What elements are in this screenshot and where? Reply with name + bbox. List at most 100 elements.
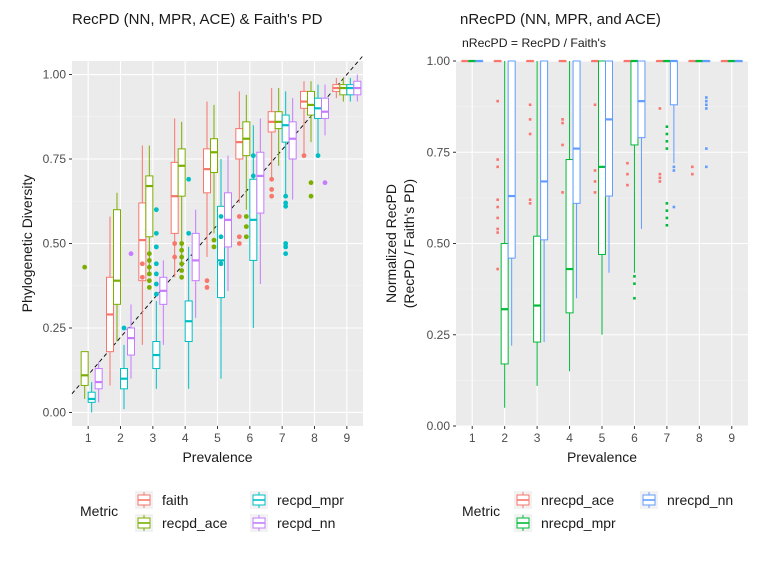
outlier-point [528, 198, 532, 201]
y-tick-label: 0.50 [43, 237, 67, 251]
outlier-point [528, 103, 532, 107]
box-iqr [145, 175, 154, 238]
outlier-point [172, 241, 178, 246]
outlier-point [236, 234, 242, 240]
box-iqr [256, 151, 265, 214]
box-iqr [177, 148, 186, 197]
chart-title: nRecPD (NN, MPR, and ACE) [460, 11, 661, 28]
x-axis-title: Prevalence [567, 449, 637, 465]
y-axis-title: Phylogenetic Diversity [19, 175, 35, 313]
outlier-point [218, 261, 224, 267]
outlier-point [561, 143, 564, 147]
x-tick-label: 5 [599, 431, 606, 445]
outlier-point [496, 198, 499, 201]
legend-label: faith [162, 492, 188, 508]
outlier-point [146, 278, 152, 284]
outlier-point [691, 172, 694, 176]
outlier-point [146, 285, 152, 290]
legend-item-nrecpd_ace: nrecpd_ace [514, 491, 614, 509]
outlier-point [496, 205, 499, 209]
outlier-point [705, 96, 708, 99]
outlier-point [322, 180, 328, 186]
legend-item-nrecpd_nn: nrecpd_nn [640, 491, 733, 509]
series-nrecpd_nn [475, 59, 743, 346]
box-iqr [191, 232, 200, 282]
outlier-point [315, 153, 321, 159]
box-iqr [203, 148, 211, 194]
outlier-point [179, 241, 185, 246]
outlier-point [593, 191, 597, 194]
outlier-point [121, 325, 127, 331]
outlier-point [665, 140, 669, 143]
y-tick-label: 0.00 [43, 405, 67, 419]
outlier-point [153, 244, 159, 250]
x-tick-label: 8 [696, 431, 703, 445]
outlier-point [186, 176, 192, 182]
box-iqr [321, 97, 329, 119]
box-iqr [598, 60, 606, 255]
outlier-point [665, 216, 669, 220]
outlier-point [283, 244, 289, 250]
y-tick-label: 1.00 [427, 54, 451, 68]
outlier-point [204, 278, 210, 284]
box-iqr [87, 391, 96, 403]
box-iqr [170, 161, 179, 234]
outlier-point [153, 281, 159, 287]
outlier-point [705, 147, 708, 150]
outlier-point [496, 216, 499, 220]
outlier-point [243, 234, 249, 240]
box-iqr [630, 60, 639, 146]
outlier-point [626, 161, 629, 165]
outlier-point [496, 158, 499, 161]
outlier-point [528, 132, 532, 136]
box-iqr [138, 202, 147, 282]
legend-title: Metric [80, 503, 118, 519]
box-iqr [94, 368, 103, 390]
outlier-point [179, 261, 185, 267]
legend: Metric faith recpd_ace recpd_mpr recpd_nn [80, 491, 344, 532]
box-iqr [507, 60, 516, 259]
x-tick-label: 3 [149, 431, 156, 445]
outlier-point [528, 202, 532, 205]
box-iqr [339, 84, 348, 96]
box-iqr [127, 327, 135, 356]
outlier-point [283, 193, 289, 199]
outlier-point [626, 183, 629, 187]
x-tick-label: 7 [279, 431, 286, 445]
outlier-point [308, 180, 314, 186]
panel-recpd: 0.00 0.25 0.50 0.75 1.00 1 2 3 4 5 6 7 8 9 RecPD (NN, … [19, 11, 364, 532]
outlier-point [665, 147, 669, 150]
legend-item-recpd_ace: recpd_ace [135, 514, 228, 532]
outlier-point [153, 230, 159, 236]
outlier-point [153, 291, 159, 297]
box-iqr [210, 138, 218, 174]
outlier-point [626, 172, 629, 176]
outlier-point [593, 103, 597, 107]
x-tick-label: 4 [566, 431, 573, 445]
x-tick-label: 6 [631, 431, 638, 445]
outlier-point [561, 191, 564, 194]
y-tick-label: 0.00 [427, 419, 451, 433]
outlier-point [211, 244, 217, 250]
outlier-point [283, 200, 289, 206]
outlier-point [146, 271, 152, 277]
y-axis-title-line2: (RecPD / Faith's PD) [401, 179, 417, 308]
y-tick-label: 0.50 [427, 237, 451, 251]
outlier-point [146, 264, 152, 270]
legend-label: recpd_nn [277, 515, 335, 531]
x-tick-label: 8 [311, 431, 318, 445]
outlier-point [593, 180, 597, 183]
outlier-point [243, 214, 249, 219]
box-iqr [565, 159, 574, 314]
outlier-point [139, 274, 145, 280]
outlier-point [153, 271, 159, 277]
box-iqr [346, 84, 355, 96]
x-tick-label: 9 [343, 431, 350, 445]
outlier-point [146, 251, 152, 257]
outlier-point [665, 209, 669, 212]
box-iqr [281, 114, 290, 143]
outlier-point [283, 203, 289, 209]
outlier-point [705, 99, 708, 103]
outlier-point [633, 275, 636, 278]
outlier-point [633, 282, 636, 285]
